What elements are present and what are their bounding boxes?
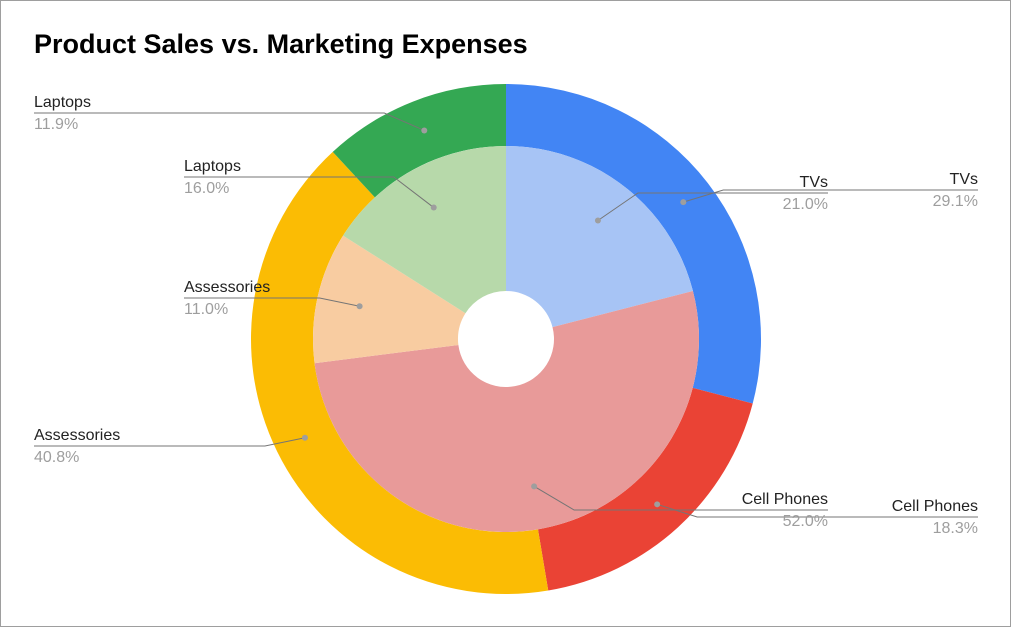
leader-lines-group xyxy=(34,112,978,518)
outer-label-laptops: Laptops xyxy=(34,94,91,111)
chart-title: Product Sales vs. Marketing Expenses xyxy=(34,29,528,59)
outer-leader-dot-laptops xyxy=(421,127,428,134)
outer-slice-cell-phones[interactable] xyxy=(537,387,753,591)
inner-label-tvs: TVs xyxy=(800,174,828,191)
inner-percent-cell-phones: 52.0% xyxy=(783,513,828,530)
outer-label-tvs: TVs xyxy=(950,171,978,188)
slices-group xyxy=(250,84,762,594)
outer-percent-laptops: 11.9% xyxy=(34,116,78,133)
outer-percent-assessories: 40.8% xyxy=(34,449,79,466)
outer-leader-dot-assessories xyxy=(301,434,308,441)
inner-leader-line-assessories xyxy=(184,297,360,307)
outer-leader-dot-cell-phones xyxy=(654,501,661,508)
outer-percent-cell-phones: 18.3% xyxy=(933,520,978,537)
outer-leader-line-cell-phones xyxy=(657,503,978,518)
inner-percent-assessories: 11.0% xyxy=(184,301,228,318)
outer-label-assessories: Assessories xyxy=(34,427,120,444)
inner-slice-laptops[interactable] xyxy=(343,146,506,314)
inner-slice-cell-phones[interactable] xyxy=(314,291,699,532)
inner-slice-assessories[interactable] xyxy=(313,235,466,364)
outer-slice-assessories[interactable] xyxy=(250,151,549,594)
outer-percent-tvs: 29.1% xyxy=(933,193,978,210)
outer-leader-line-assessories xyxy=(34,437,306,447)
inner-leader-dot-assessories xyxy=(356,303,363,310)
labels-group: TVs 29.1% Cell Phones 18.3% Assessories 40.8%… xyxy=(34,94,978,537)
outer-leader-dot-tvs xyxy=(680,199,687,206)
inner-leader-dot-laptops xyxy=(430,204,437,211)
inner-leader-dot-cell-phones xyxy=(531,483,538,490)
inner-leader-line-cell-phones xyxy=(533,485,828,511)
inner-label-laptops: Laptops xyxy=(184,158,241,175)
outer-leader-line-laptops xyxy=(34,112,425,131)
outer-leader-line-tvs xyxy=(683,189,978,203)
outer-slice-tvs[interactable] xyxy=(506,84,762,404)
outer-slice-laptops[interactable] xyxy=(332,84,506,198)
inner-leader-line-laptops xyxy=(184,176,435,208)
inner-percent-tvs: 21.0% xyxy=(783,196,828,213)
inner-leader-line-tvs xyxy=(597,192,828,221)
inner-label-assessories: Assessories xyxy=(184,279,270,296)
inner-label-cell-phones: Cell Phones xyxy=(742,491,828,508)
inner-leader-dot-tvs xyxy=(594,217,601,224)
outer-label-cell-phones: Cell Phones xyxy=(892,498,978,515)
inner-slice-tvs[interactable] xyxy=(506,146,693,328)
inner-percent-laptops: 16.0% xyxy=(184,180,229,197)
